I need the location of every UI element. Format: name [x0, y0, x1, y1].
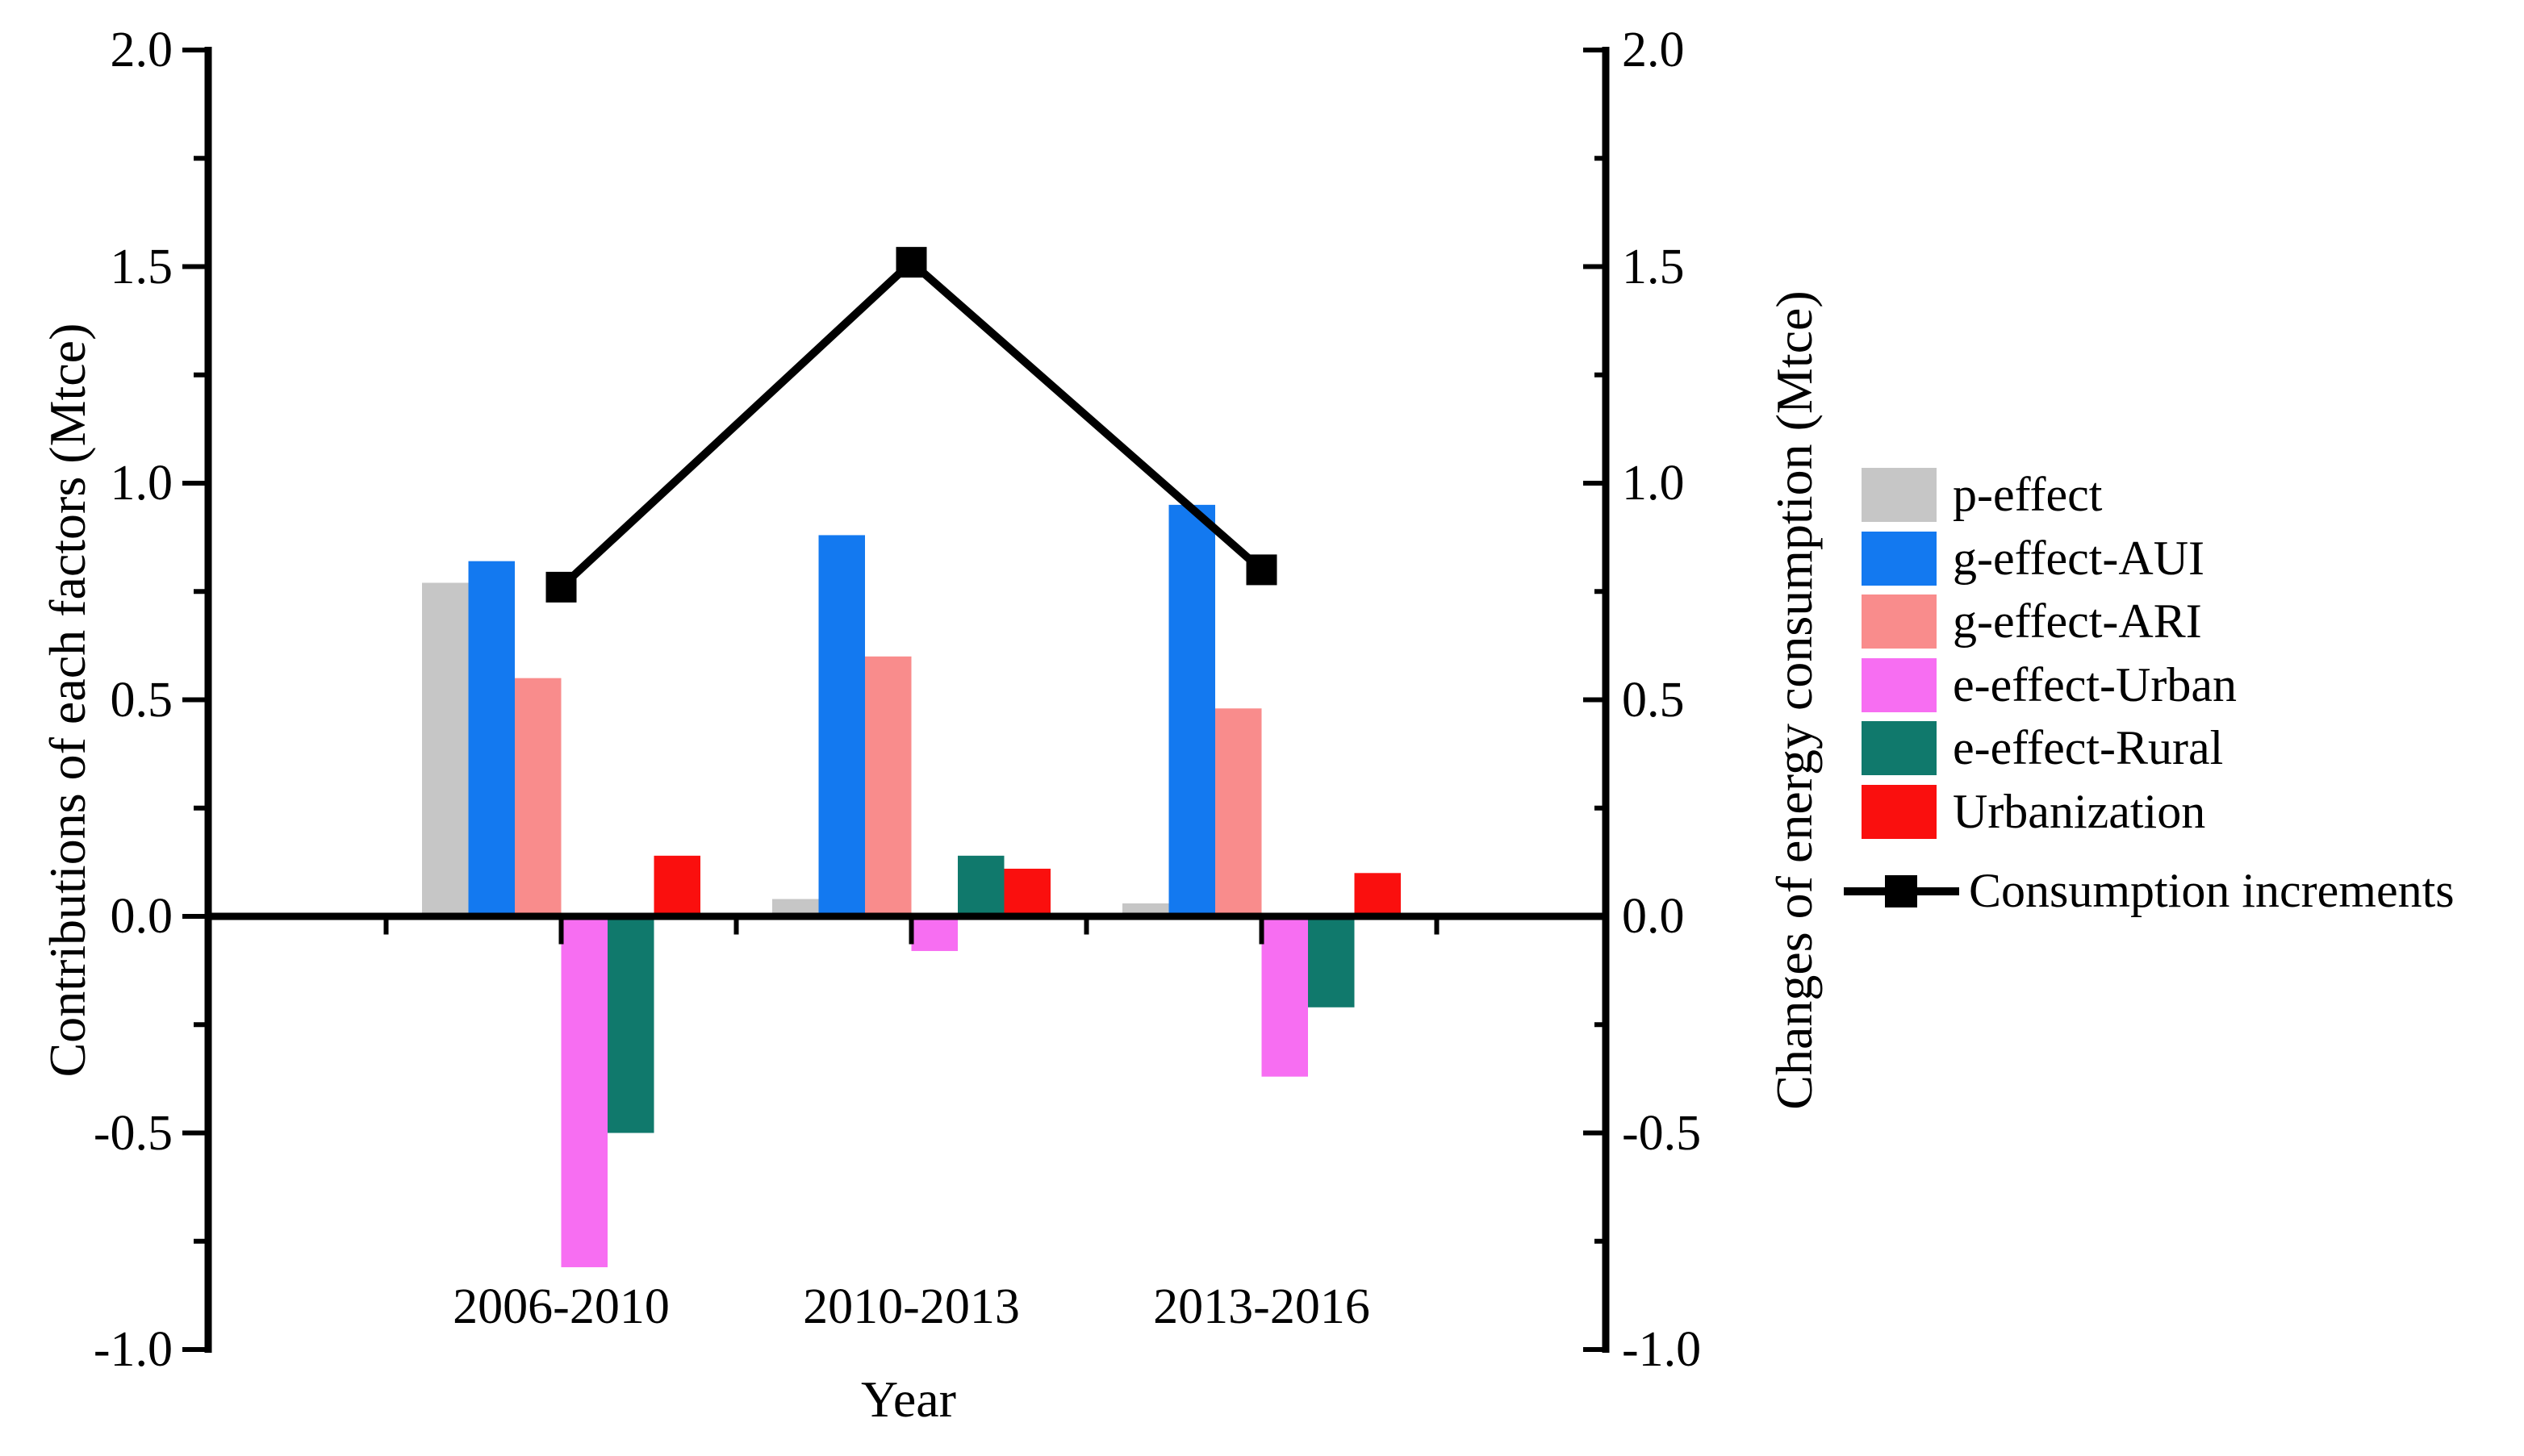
right-axis-tick-label: 1.5: [1622, 239, 1685, 294]
x-axis-title: Year: [861, 1370, 956, 1428]
legend-swatch-p-effect: [1862, 468, 1937, 522]
legend-swatch-g-effect-ARI: [1862, 594, 1937, 649]
bar-e-effect-Urban-2006-2010: [561, 916, 608, 1267]
left-axis-tick-label: -0.5: [93, 1105, 173, 1161]
left-axis-tick-label: 1.0: [110, 456, 173, 511]
right-axis-tick-label: -0.5: [1622, 1105, 1702, 1161]
bar-g-effect-AUI-2006-2010: [468, 561, 515, 916]
bar-e-effect-Rural-2010-2013: [958, 855, 1005, 916]
x-axis-category-label: 2006-2010: [453, 1279, 670, 1334]
bar-Urbanization-2006-2010: [654, 855, 700, 916]
bar-e-effect-Rural-2013-2016: [1308, 916, 1355, 1008]
legend-square-marker-icon: [1885, 875, 1917, 907]
left-axis-tick-label: 0.5: [110, 672, 173, 728]
legend-label-Consumption increments: Consumption increments: [1969, 864, 2455, 917]
left-axis-tick-label: -1.0: [93, 1322, 173, 1377]
right-axis-title: Changes of energy consumption (Mtce): [1766, 290, 1823, 1110]
legend-label-p-effect: p-effect: [1953, 468, 2103, 521]
left-axis-title: Contributions of each factors (Mtce): [39, 323, 96, 1078]
legend-swatch-g-effect-AUI: [1862, 532, 1937, 586]
line-marker-2013-2016: [1246, 554, 1277, 586]
right-axis-tick-label: 0.0: [1622, 889, 1685, 944]
right-axis-tick-label: 2.0: [1622, 23, 1685, 77]
legend-swatch-e-effect-Urban: [1862, 658, 1937, 712]
bar-e-effect-Urban-2010-2013: [911, 916, 958, 951]
bar-p-effect-2006-2010: [422, 582, 469, 916]
line-marker-2010-2013: [896, 247, 927, 278]
bar-g-effect-AUI-2013-2016: [1168, 504, 1215, 916]
line-marker-2006-2010: [545, 571, 577, 603]
right-axis-tick-label: -1.0: [1622, 1322, 1702, 1377]
bar-g-effect-ARI-2013-2016: [1215, 708, 1262, 916]
line-series-consumption-increments: [558, 257, 1264, 590]
right-axis-tick-label: 0.5: [1622, 672, 1685, 728]
legend-swatch-Urbanization: [1862, 785, 1937, 839]
bar-e-effect-Urban-2013-2016: [1261, 916, 1308, 1077]
left-axis-tick-label: 0.0: [110, 889, 173, 944]
legend-label-e-effect-Rural: e-effect-Rural: [1953, 721, 2224, 774]
bar-g-effect-ARI-2010-2013: [865, 656, 912, 916]
legend-label-g-effect-AUI: g-effect-AUI: [1953, 532, 2205, 585]
legend-label-g-effect-ARI: g-effect-ARI: [1953, 594, 2202, 648]
bar-Urbanization-2013-2016: [1354, 873, 1401, 916]
left-axis-tick-label: 2.0: [110, 23, 173, 77]
bar-e-effect-Rural-2006-2010: [608, 916, 654, 1133]
bar-p-effect-2010-2013: [772, 899, 819, 916]
bar-Urbanization-2010-2013: [1004, 868, 1051, 916]
legend-swatch-e-effect-Rural: [1862, 721, 1937, 775]
legend-label-e-effect-Urban: e-effect-Urban: [1953, 658, 2237, 711]
legend-label-Urbanization: Urbanization: [1953, 785, 2206, 838]
x-axis-category-label: 2010-2013: [803, 1279, 1020, 1334]
bar-g-effect-ARI-2006-2010: [515, 678, 562, 916]
bar-g-effect-AUI-2010-2013: [818, 535, 865, 916]
x-axis-category-label: 2013-2016: [1153, 1279, 1370, 1334]
right-axis-tick-label: 1.0: [1622, 456, 1685, 511]
left-axis-tick-label: 1.5: [110, 239, 173, 294]
